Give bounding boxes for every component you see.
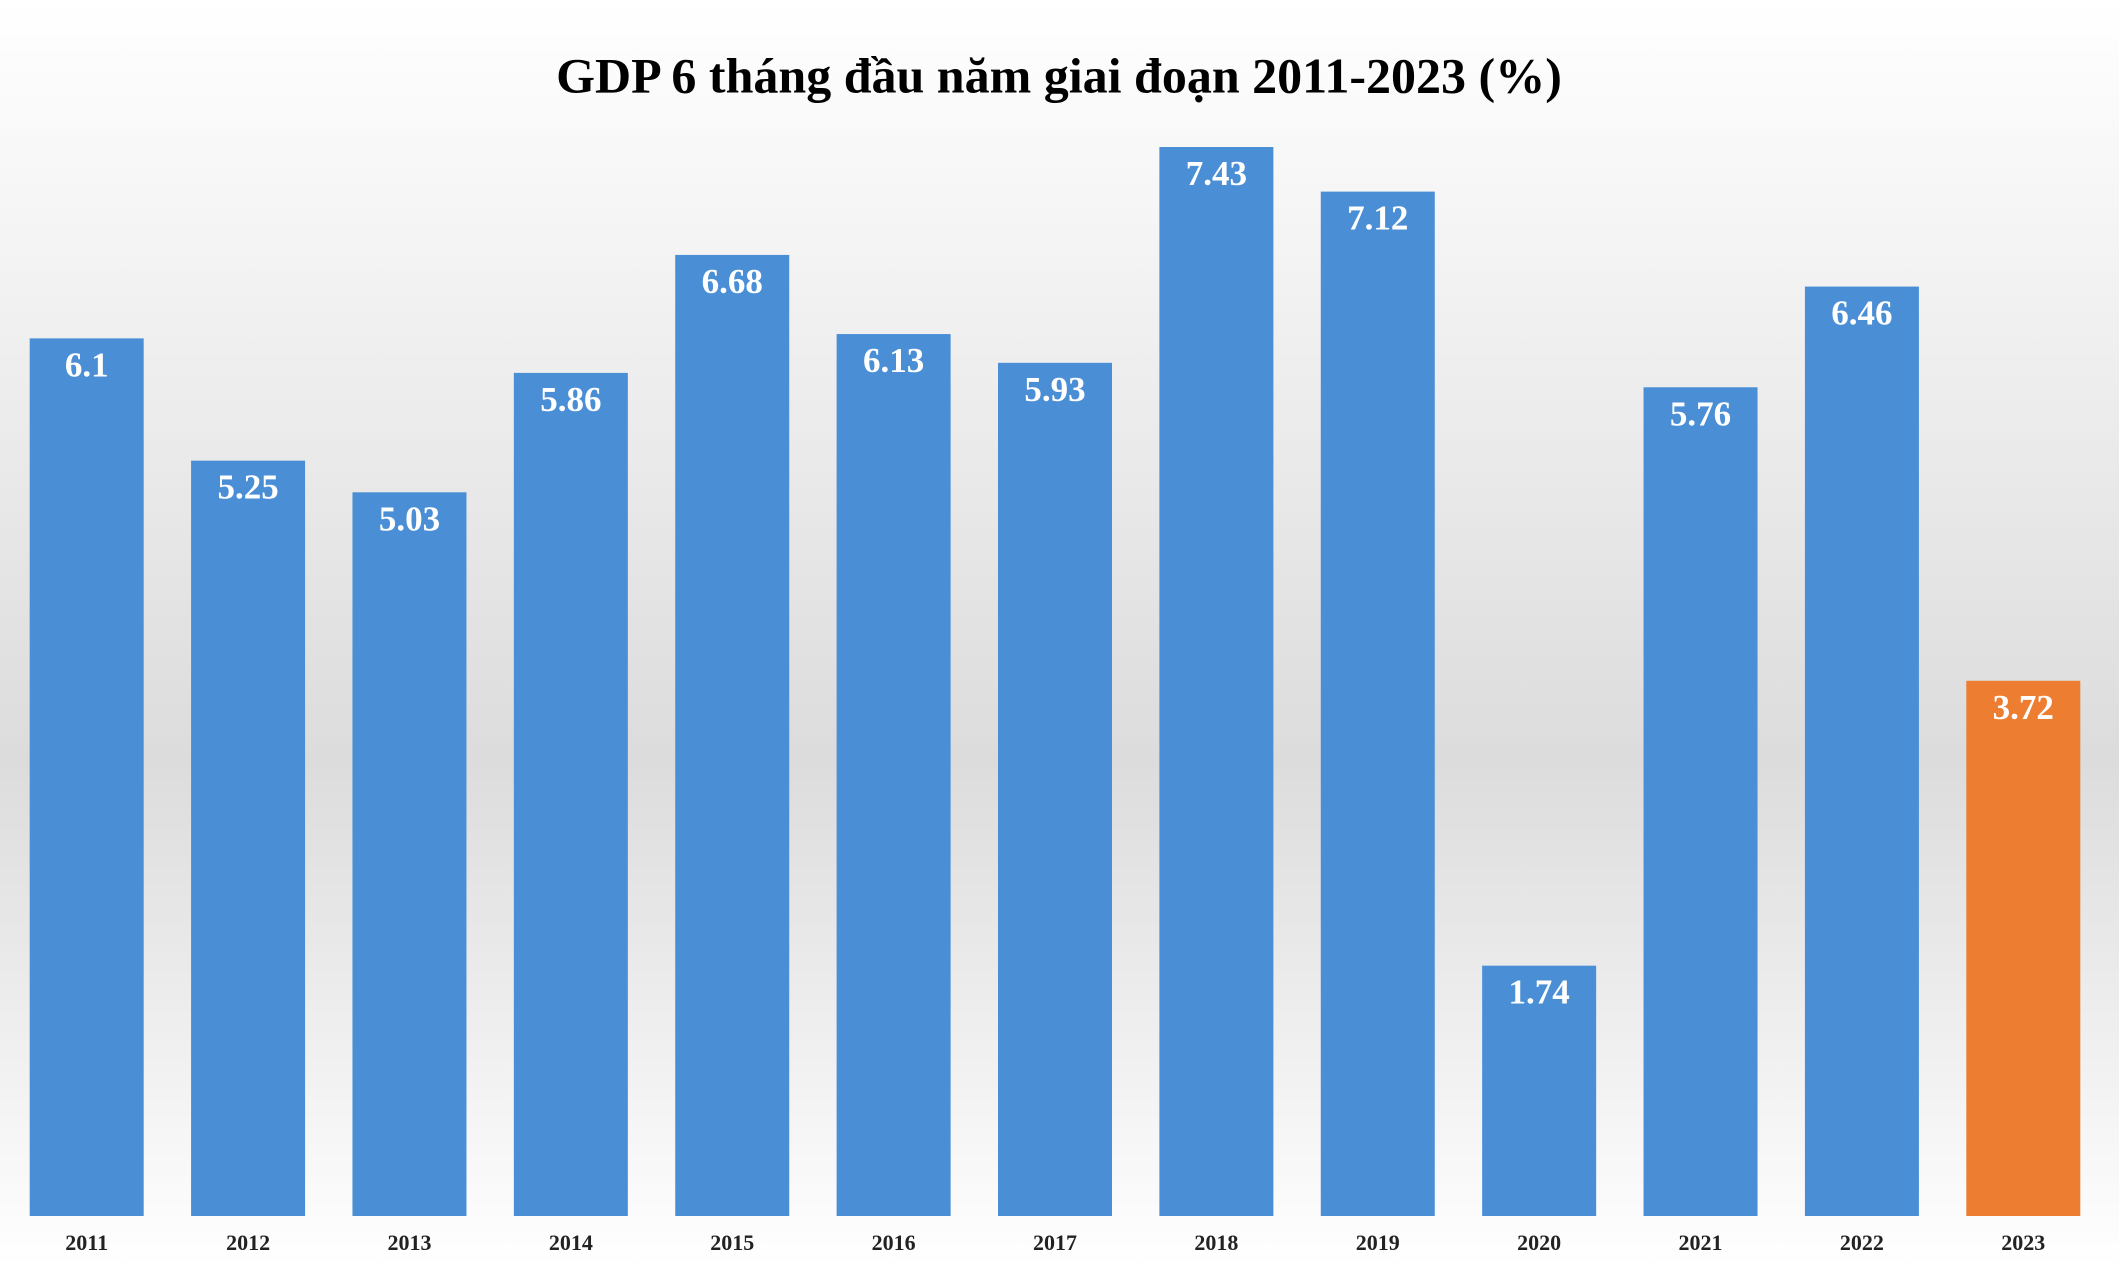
value-label: 6.1 xyxy=(65,345,109,384)
bar xyxy=(1482,965,1597,1216)
bar xyxy=(1966,680,2081,1216)
value-label: 7.43 xyxy=(1186,154,1247,193)
value-label: 5.03 xyxy=(379,499,440,538)
x-tick-label: 2020 xyxy=(1517,1230,1561,1255)
value-label: 6.46 xyxy=(1831,294,1892,333)
bar xyxy=(191,460,306,1216)
bar xyxy=(1320,191,1435,1217)
value-label: 5.86 xyxy=(540,380,601,419)
bar xyxy=(513,372,628,1217)
x-tick-label: 2018 xyxy=(1194,1230,1238,1255)
bar xyxy=(1804,286,1919,1216)
x-tick-label: 2023 xyxy=(2001,1230,2045,1255)
bar xyxy=(29,338,144,1216)
x-tick-label: 2014 xyxy=(549,1230,593,1255)
value-label: 3.72 xyxy=(1993,688,2054,727)
x-tick-label: 2011 xyxy=(65,1230,108,1255)
x-tick-label: 2017 xyxy=(1033,1230,1077,1255)
x-tick-label: 2013 xyxy=(387,1230,431,1255)
x-tick-label: 2022 xyxy=(1840,1230,1884,1255)
x-tick-label: 2016 xyxy=(872,1230,916,1255)
bar xyxy=(675,254,790,1217)
value-label: 5.76 xyxy=(1670,394,1731,433)
bar xyxy=(1643,387,1758,1216)
bar xyxy=(836,334,951,1216)
bar xyxy=(998,362,1112,1216)
x-tick-label: 2012 xyxy=(226,1230,270,1255)
bar xyxy=(352,492,467,1217)
value-label: 6.13 xyxy=(863,341,924,380)
chart-title: GDP 6 tháng đầu năm giai đoạn 2011-2023 … xyxy=(556,47,1562,103)
value-label: 7.12 xyxy=(1347,199,1408,238)
x-tick-label: 2019 xyxy=(1356,1230,1400,1255)
x-tick-label: 2015 xyxy=(710,1230,754,1255)
value-label: 5.25 xyxy=(217,468,278,507)
value-label: 1.74 xyxy=(1509,973,1570,1012)
bar xyxy=(1159,147,1274,1216)
value-label: 6.68 xyxy=(702,262,763,301)
x-tick-label: 2021 xyxy=(1679,1230,1723,1255)
value-label: 5.93 xyxy=(1024,370,1085,409)
